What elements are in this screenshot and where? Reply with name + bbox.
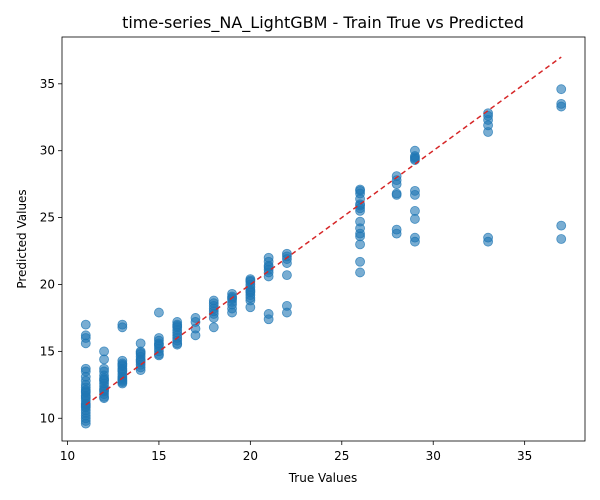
data-point: [117, 322, 128, 333]
data-point: [80, 338, 91, 349]
data-point: [355, 256, 365, 267]
chart-title: time-series_NA_LightGBM - Train True vs …: [122, 13, 524, 33]
data-point: [391, 228, 402, 239]
data-point: [282, 270, 292, 281]
y-tick-label: 35: [40, 77, 55, 91]
data-point: [245, 302, 256, 313]
data-point: [263, 314, 274, 325]
data-point: [355, 185, 365, 196]
data-point: [80, 418, 91, 429]
data-point: [117, 359, 128, 370]
data-point: [190, 330, 201, 341]
y-tick-label: 25: [40, 211, 55, 225]
data-points: [80, 84, 567, 429]
data-point: [556, 220, 567, 231]
data-point: [556, 84, 567, 95]
data-point: [410, 214, 420, 224]
data-point: [80, 319, 91, 330]
plot-frame: [61, 36, 586, 442]
x-tick-label: 15: [151, 449, 166, 463]
data-point: [99, 354, 109, 365]
data-point: [282, 307, 292, 318]
data-point: [208, 313, 219, 323]
data-point: [154, 339, 164, 350]
data-point: [172, 339, 183, 350]
x-tick-label: 10: [60, 449, 75, 463]
data-point: [556, 234, 567, 244]
data-point: [135, 347, 146, 358]
data-point: [355, 239, 365, 250]
y-axis-ticks: 10 15 20 25 30 35: [40, 77, 62, 425]
data-point: [80, 386, 91, 397]
x-tick-label: 25: [334, 449, 349, 463]
y-tick-label: 15: [40, 344, 55, 358]
data-point: [556, 101, 567, 112]
data-point: [172, 321, 183, 331]
data-point: [391, 189, 402, 200]
data-point: [391, 179, 402, 190]
data-point: [227, 307, 237, 318]
x-axis-ticks: 10 15 20 25 30 35: [60, 441, 532, 463]
data-point: [99, 374, 109, 385]
reference-line: [85, 56, 562, 406]
plot-area: 10 15 20 25 30 35 10 15 20 25 30 35: [40, 36, 586, 463]
x-tick-label: 20: [243, 449, 258, 463]
x-axis-label: True Values: [288, 471, 358, 485]
y-tick-label: 10: [40, 411, 55, 425]
x-tick-label: 35: [517, 449, 532, 463]
data-point: [355, 267, 365, 278]
data-point: [410, 236, 420, 247]
data-point: [154, 307, 164, 318]
y-tick-label: 20: [40, 277, 55, 291]
data-point: [263, 262, 274, 272]
data-point: [208, 322, 219, 333]
data-point: [282, 258, 292, 268]
data-point: [483, 127, 493, 137]
data-point: [117, 375, 128, 386]
y-axis-label: Predicted Values: [15, 189, 29, 288]
data-point: [245, 286, 256, 297]
data-point: [410, 189, 420, 200]
y-tick-label: 30: [40, 144, 55, 158]
data-point: [483, 236, 493, 247]
x-tick-label: 30: [426, 449, 441, 463]
data-point: [154, 350, 164, 361]
